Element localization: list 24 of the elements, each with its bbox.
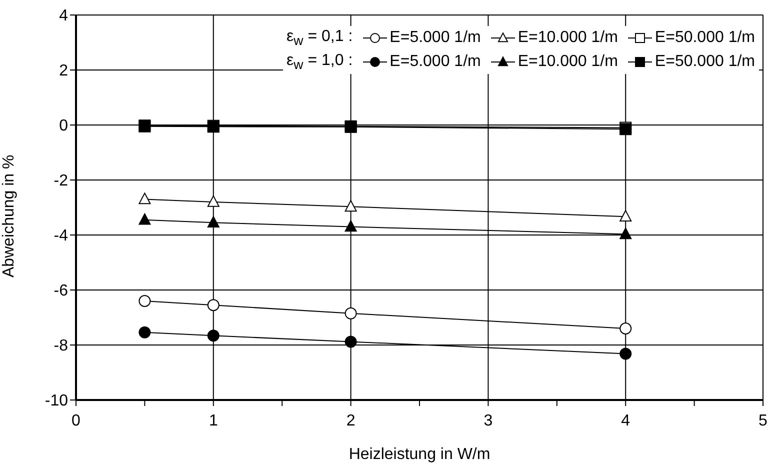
x-tick-label: 3 <box>484 412 493 430</box>
legend-label: E=50.000 1/m <box>654 29 755 48</box>
x-axis-title: Heizleistung in W/m <box>348 446 490 463</box>
y-tick-label: -2 <box>54 172 68 190</box>
y-tick-label: 0 <box>59 118 68 135</box>
legend-label: E=5.000 1/m <box>390 53 481 72</box>
legend-label: E=10.000 1/m <box>518 29 618 48</box>
legend-label: E=5.000 1/m <box>390 29 481 48</box>
x-tick-label: 0 <box>72 412 81 430</box>
x-tick-label: 5 <box>758 412 768 430</box>
y-tick-label: -8 <box>54 338 68 355</box>
x-tick-label: 1 <box>208 412 218 430</box>
y-tick-label: -4 <box>54 228 68 245</box>
y-tick-label: -10 <box>44 392 68 410</box>
annotation: ε$_{w}$ = 0,1 : <box>286 28 353 48</box>
annotation: ε$_{w}$ = 1,0 : <box>286 52 353 72</box>
y-tick-label: 2 <box>59 62 68 80</box>
y-tick-label: -6 <box>54 282 68 300</box>
legend-label: E=50.000 1/m <box>654 53 755 72</box>
x-tick-label: 2 <box>346 412 356 430</box>
y-axis-title: Abweichung in % <box>0 154 18 278</box>
x-tick-label: 4 <box>621 412 630 430</box>
y-tick-label: 4 <box>59 8 68 25</box>
legend-label: E=10.000 1/m <box>518 53 618 72</box>
